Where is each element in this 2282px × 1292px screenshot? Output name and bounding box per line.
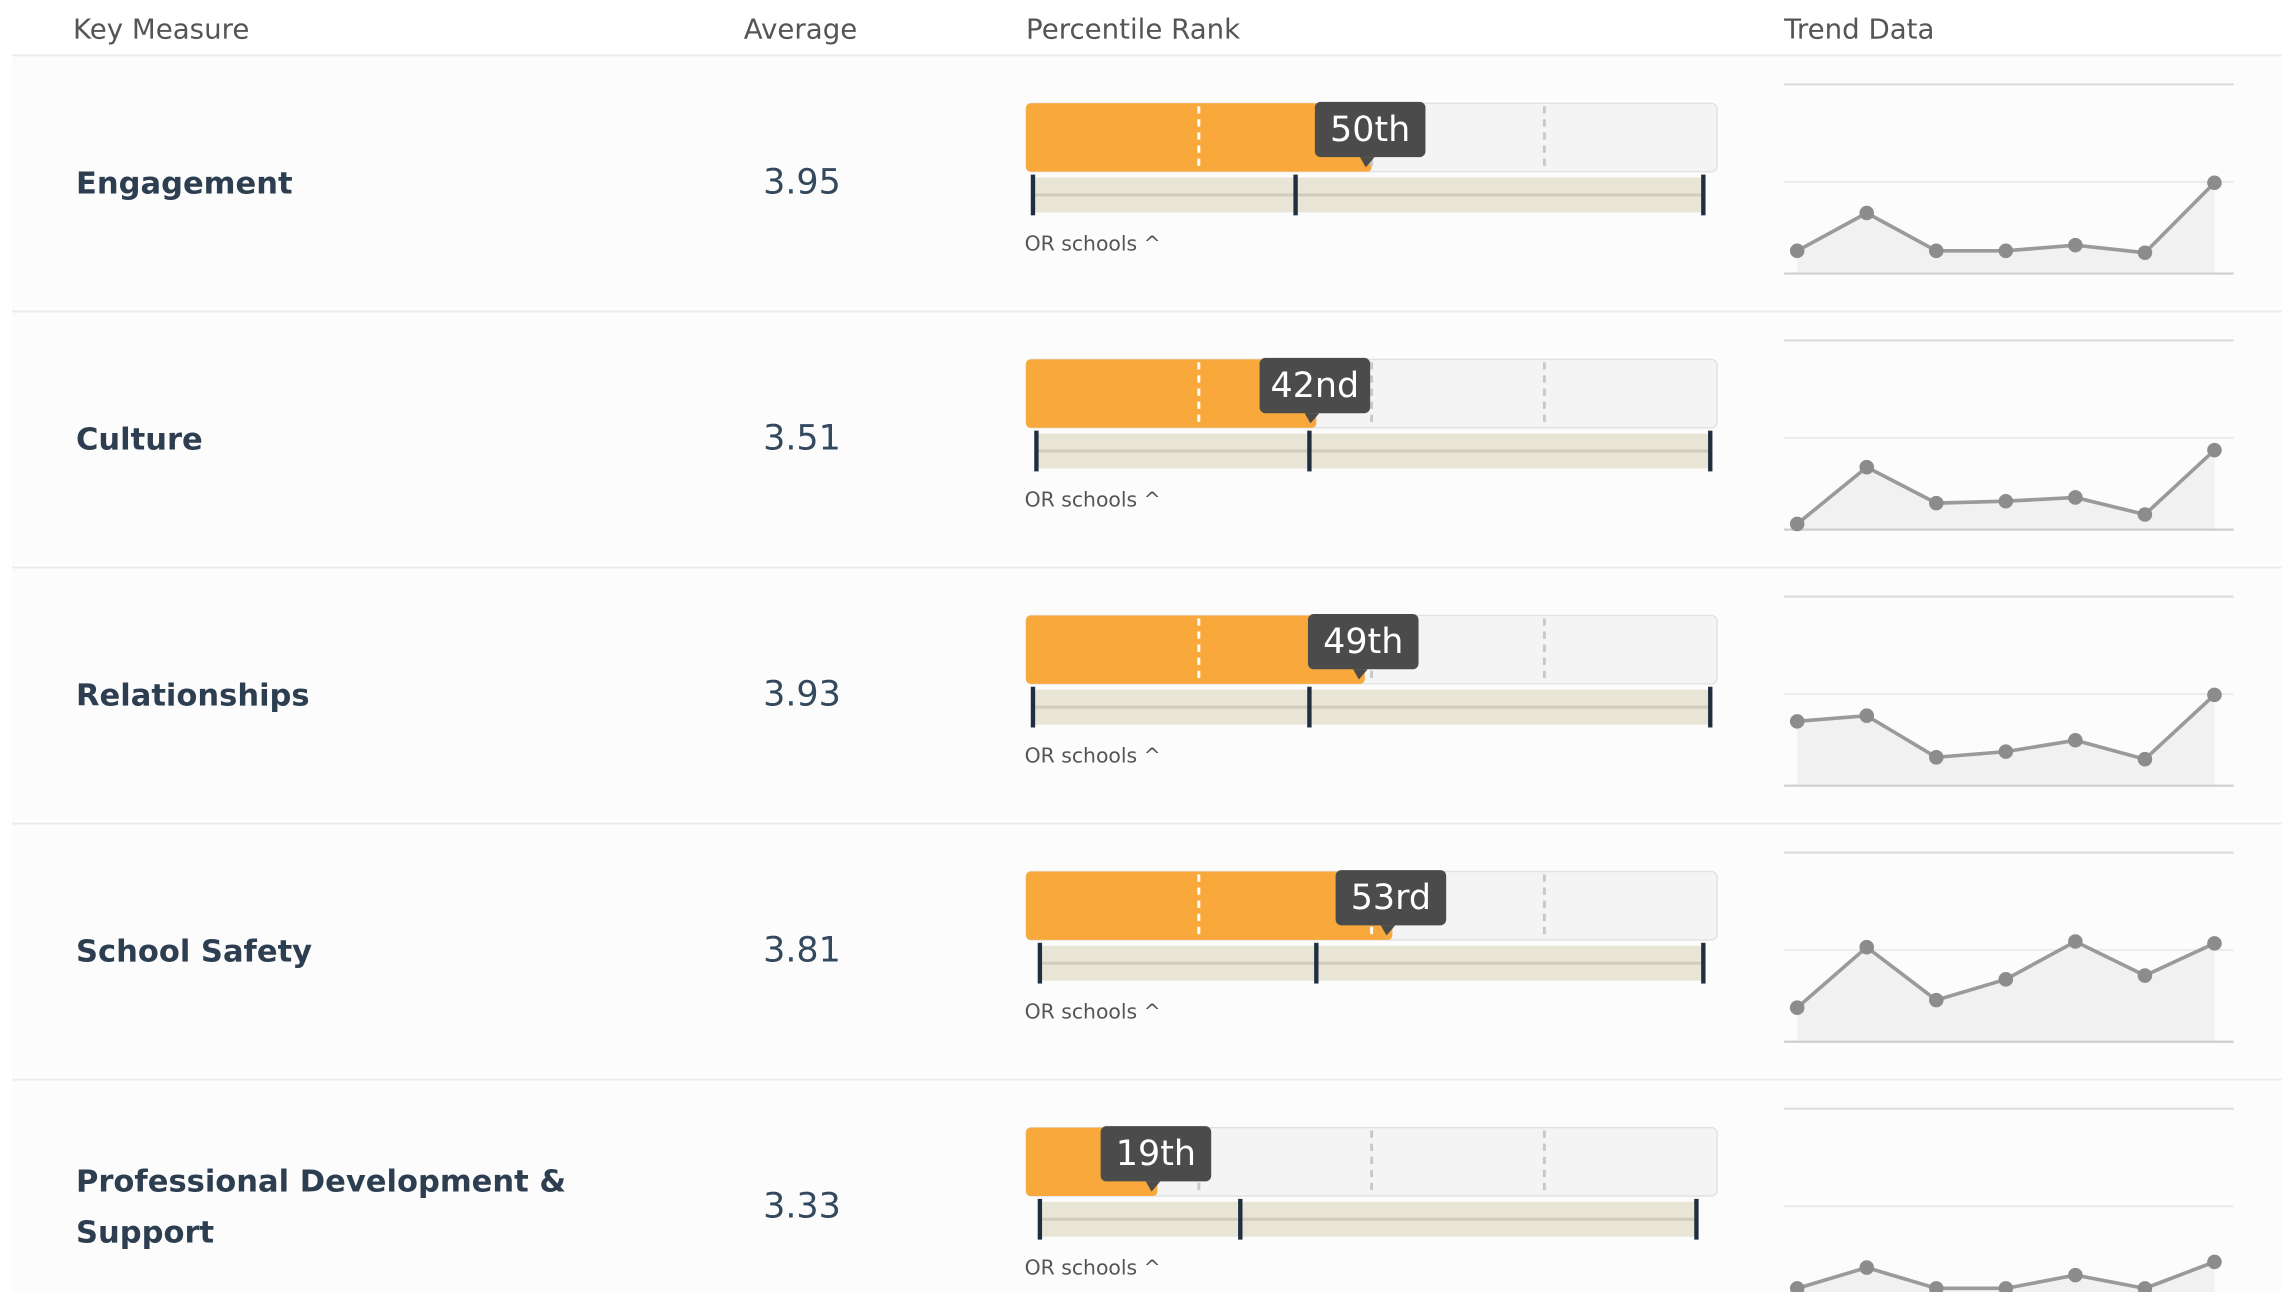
trend-point (2137, 245, 2153, 261)
trend-point (1929, 1281, 1944, 1292)
average: 3.81 (763, 931, 841, 971)
percentile-label: 53rd (1351, 878, 1431, 918)
trend-point (2068, 934, 2083, 949)
trend-point (2137, 1281, 2153, 1292)
measure-box: Engagement (75, 165, 293, 201)
measure-name: Relationships (75, 677, 310, 713)
header-trend: Trend Data (1783, 13, 1934, 46)
header-percentile: Percentile Rank (1026, 13, 1240, 46)
average: 3.33 (763, 1187, 841, 1227)
trend-area (1797, 182, 2215, 274)
trend-point (2137, 968, 2153, 983)
average: 3.93 (763, 674, 841, 714)
trend-point (1859, 1260, 1875, 1275)
header-measure: Key Measure (73, 13, 249, 46)
trend-point (1789, 243, 1805, 259)
percentile-label-box (1307, 613, 1419, 670)
note: OR schools ^ (1025, 1256, 1161, 1280)
percentile-label-box (1335, 870, 1447, 926)
percentile-label-pointer (1359, 157, 1375, 168)
note: OR schools ^ (1025, 744, 1161, 768)
trend-point (2207, 1254, 2222, 1270)
trend-area (1797, 1261, 2215, 1292)
measure-box: Relationships (75, 677, 310, 713)
trend-point (1998, 1281, 2014, 1292)
bar-fill (1026, 871, 1393, 940)
trend-point (2207, 687, 2222, 703)
percentile-label-pointer (1380, 925, 1396, 936)
trend-area (1797, 450, 2215, 530)
percentile-label-box (1259, 357, 1371, 414)
average: 3.95 (763, 162, 841, 202)
average: 3.51 (763, 418, 841, 458)
trend-point (1998, 744, 2014, 759)
trend-point (1789, 1281, 1805, 1292)
note: OR schools ^ (1025, 231, 1161, 255)
trend-point (1789, 714, 1805, 729)
note: OR schools ^ (1025, 1000, 1161, 1024)
trend-area (1797, 694, 2215, 786)
header-average: Average (744, 13, 857, 46)
trend-point (1998, 243, 2014, 259)
percentile-label: 50th (1330, 110, 1410, 150)
bar-fill (1026, 359, 1317, 428)
measure-name: Culture (75, 421, 203, 457)
trend-point (1929, 495, 1944, 511)
percentile-label-box (1100, 1126, 1212, 1182)
trend-point (2207, 175, 2222, 191)
trend-point (2137, 507, 2153, 522)
trend-point (1998, 493, 2014, 509)
trend-point (1859, 205, 1875, 221)
trend-point (1929, 750, 1944, 765)
trend-point (2068, 1267, 2083, 1283)
percentile-label: 19th (1116, 1134, 1196, 1174)
percentile-label: 49th (1323, 622, 1403, 662)
trend-point (2207, 442, 2222, 458)
percentile-label: 42nd (1271, 366, 1360, 406)
trend-point (1789, 516, 1805, 532)
percentile-label-pointer (1353, 669, 1368, 680)
trend-area (1797, 941, 2215, 1042)
trend-point (2068, 490, 2083, 505)
measure-name: Engagement (75, 165, 293, 201)
trend-point (2207, 936, 2222, 951)
measure-box: School Safety (75, 933, 313, 969)
bar-fill (1026, 615, 1365, 684)
measure-name: Professional Development & Support (75, 1163, 567, 1250)
trend-point (1929, 243, 1944, 259)
trend-point (2068, 733, 2083, 748)
trend-point (1859, 939, 1875, 955)
trend-point (1998, 972, 2014, 987)
trend-point (1859, 708, 1875, 723)
note: OR schools ^ (1025, 488, 1161, 512)
trend-point (2068, 237, 2083, 253)
percentile-label-pointer (1145, 1181, 1161, 1192)
measure-box: Professional Development & Support (75, 1163, 567, 1250)
trend-point (1929, 992, 1944, 1008)
trend-point (2137, 751, 2153, 767)
percentile-label-box (1314, 101, 1426, 158)
percentile-label-pointer (1304, 413, 1320, 424)
measure-box: Culture (75, 421, 203, 457)
measure-name: School Safety (75, 933, 313, 969)
trend-point (1789, 1000, 1805, 1015)
trend-point (1859, 459, 1875, 475)
